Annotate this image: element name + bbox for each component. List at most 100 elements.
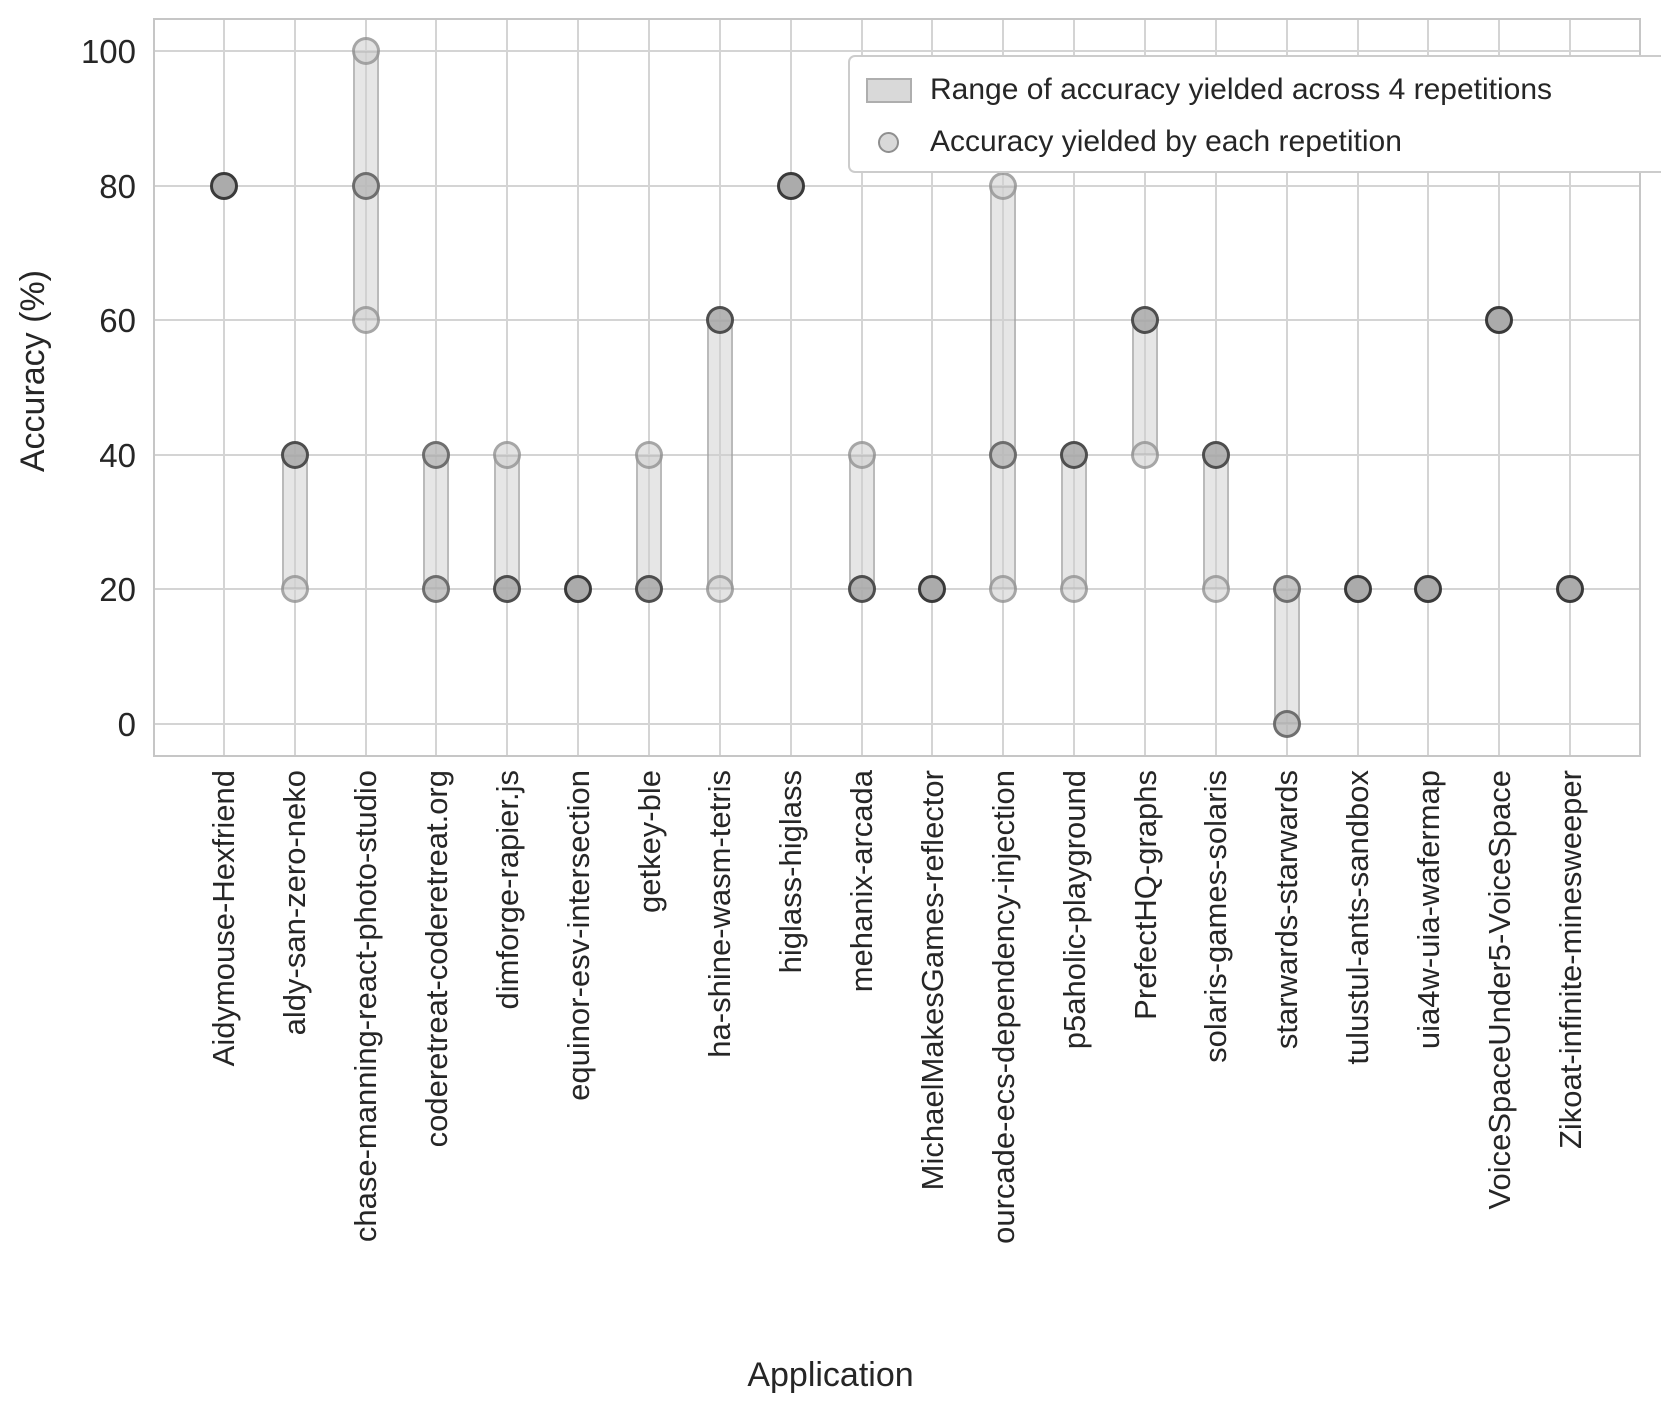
- x-tick-label-text: dimforge-rapier.js: [489, 770, 525, 1010]
- data-point: [847, 440, 876, 469]
- range-bar: [706, 320, 733, 590]
- gridline-x-19: [1569, 18, 1572, 757]
- data-point: [635, 575, 663, 604]
- x-tick-label: VoiceSpaceUnder5-VoiceSpace: [1469, 770, 1529, 1209]
- x-tick-label: tulustul-ants-sandbox: [1328, 770, 1388, 1065]
- x-tick-label: aldy-san-zero-neko: [265, 770, 325, 1035]
- data-point: [1485, 306, 1514, 335]
- gridline-x-18: [1498, 18, 1501, 757]
- y-tick-label-0: 0: [117, 706, 136, 743]
- x-tick-label-text: higlass-higlass: [773, 770, 809, 974]
- y-tick-label-40: 40: [99, 436, 136, 474]
- x-axis-label: Application: [747, 1356, 914, 1394]
- y-tick-label-20: 20: [99, 571, 136, 609]
- data-point: [564, 575, 593, 604]
- data-point: [1131, 440, 1159, 469]
- gridline-y-100: [153, 50, 1641, 53]
- x-tick-label: mehanix-arcada: [832, 770, 892, 992]
- repetition-dot-swatch-icon: [878, 131, 899, 153]
- range-bar: [990, 185, 1017, 590]
- x-tick-label-text: Aidymouse-Hexfriend: [206, 770, 242, 1067]
- x-tick-label-text: equinor-esv-intersection: [560, 770, 596, 1101]
- x-tick-label: uia4w-uia-wafermap: [1398, 770, 1458, 1049]
- range-bar: [494, 454, 521, 590]
- gridline-x-6: [648, 18, 650, 757]
- gridline-x-2: [364, 18, 367, 757]
- x-tick-label: coderetreat-coderetreat.org: [406, 770, 466, 1147]
- data-point: [280, 575, 309, 604]
- data-point: [1060, 440, 1089, 469]
- data-point: [1131, 306, 1159, 335]
- gridline-x-17: [1427, 18, 1430, 757]
- x-tick-label: dimforge-rapier.js: [477, 770, 537, 1009]
- data-point: [989, 171, 1018, 200]
- data-point: [776, 171, 805, 200]
- y-tick-label-80: 80: [99, 167, 136, 205]
- gridline-x-10: [931, 18, 934, 757]
- x-tick-label-text: VoiceSpaceUnder5-VoiceSpace: [1481, 770, 1517, 1210]
- x-tick-label-text: Zikoat-infinite-minesweeper: [1552, 770, 1588, 1150]
- data-point: [705, 575, 734, 604]
- gridline-y-20: [153, 588, 1641, 591]
- data-point: [989, 575, 1018, 604]
- data-point: [989, 440, 1018, 469]
- x-tick-label: higlass-higlass: [761, 770, 821, 973]
- gridline-x-1: [293, 18, 296, 757]
- legend-label-repetition: Accuracy yielded by each repetition: [930, 125, 1402, 158]
- data-point: [493, 440, 522, 469]
- data-point: [1201, 440, 1230, 469]
- x-tick-label-text: p5aholic-playground: [1056, 770, 1092, 1050]
- data-point: [1201, 575, 1230, 604]
- x-tick-label-text: mehanix-arcada: [844, 770, 880, 993]
- legend-item-repetition: Accuracy yielded by each repetition: [850, 117, 1661, 167]
- gridline-x-16: [1356, 18, 1359, 757]
- gridline-y-0: [153, 723, 1641, 725]
- data-point: [280, 440, 309, 469]
- range-bar: [281, 454, 308, 590]
- gridline-x-3: [435, 18, 438, 757]
- data-point: [1343, 575, 1372, 604]
- x-tick-label-text: MichaelMakesGames-reflector: [914, 770, 950, 1191]
- data-point: [209, 171, 238, 200]
- x-tick-label-text: getkey-ble: [631, 770, 667, 914]
- data-point: [1272, 710, 1301, 738]
- x-tick-label: ourcade-ecs-dependency-injection: [973, 770, 1033, 1244]
- data-point: [351, 171, 380, 200]
- plot-area: Range of accuracy yielded across 4 repet…: [153, 18, 1661, 757]
- data-point: [705, 306, 734, 335]
- x-tick-label-text: PrefectHQ-graphs: [1127, 770, 1163, 1020]
- data-point: [1556, 575, 1585, 604]
- range-bar: [1132, 320, 1158, 455]
- gridline-x-15: [1285, 18, 1288, 757]
- range-bar: [1273, 589, 1300, 724]
- x-tick-label-text: aldy-san-zero-neko: [277, 770, 313, 1036]
- gridline-y-80: [153, 184, 1641, 187]
- data-point: [493, 575, 522, 604]
- gridline-x-4: [506, 18, 509, 757]
- x-tick-label-text: coderetreat-coderetreat.org: [418, 770, 454, 1148]
- gridline-x-14: [1214, 18, 1217, 757]
- range-bar: [1202, 454, 1229, 590]
- range-bar-swatch-icon: [866, 77, 912, 103]
- x-tick-label-text: ha-shine-wasm-tetris: [702, 770, 738, 1058]
- range-bar: [423, 454, 450, 590]
- gridline-x-8: [789, 18, 792, 757]
- data-point: [635, 440, 663, 469]
- range-bar: [636, 454, 662, 590]
- x-tick-label: starwards-starwards: [1257, 770, 1317, 1049]
- x-tick-label: Aidymouse-Hexfriend: [194, 770, 254, 1066]
- x-tick-label: MichaelMakesGames-reflector: [902, 770, 962, 1190]
- x-tick-label: ha-shine-wasm-tetris: [690, 770, 750, 1058]
- gridline-y-60: [153, 319, 1641, 322]
- y-tick-label-60: 60: [99, 302, 136, 340]
- data-point: [918, 575, 947, 604]
- y-axis-label: Accuracy (%): [14, 270, 52, 473]
- x-tick-label: p5aholic-playground: [1044, 770, 1104, 1049]
- y-tick-label-100: 100: [80, 33, 136, 71]
- legend-label-range: Range of accuracy yielded across 4 repet…: [930, 73, 1553, 106]
- x-tick-label: chase-manning-react-photo-studio: [336, 770, 396, 1242]
- x-tick-label-text: chase-manning-react-photo-studio: [348, 770, 384, 1243]
- x-tick-label-text: ourcade-ecs-dependency-injection: [985, 770, 1021, 1244]
- range-bar: [1061, 454, 1088, 590]
